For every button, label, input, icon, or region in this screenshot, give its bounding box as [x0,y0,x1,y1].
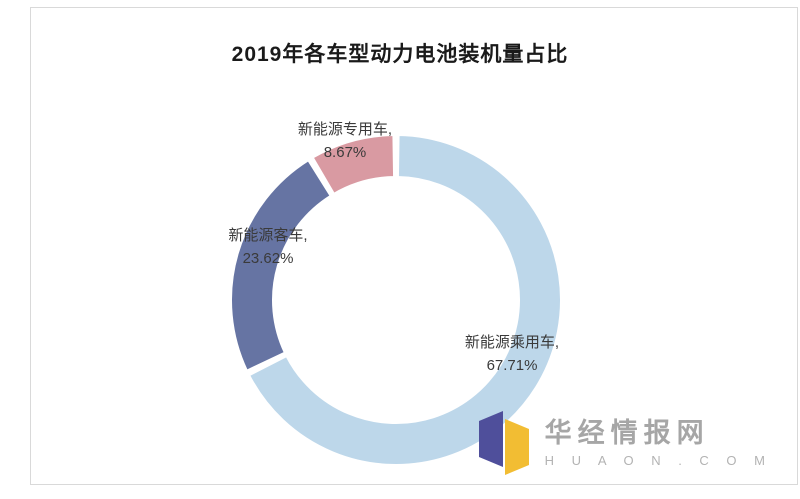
label-special-vehicle-name: 新能源专用车, [297,121,393,138]
label-bus-name: 新能源客车, [228,227,308,244]
pie-segment-新能源客车 [230,158,332,372]
label-bus: 新能源客车, 23.62% [178,224,358,270]
label-special-vehicle: 新能源专用车, 8.67% [255,118,435,164]
label-passenger-vehicle-name: 新能源乘用车, [464,334,560,351]
label-bus-pct: 23.62% [242,250,294,267]
brand-domain: H U A O N . C O M [544,453,772,468]
label-passenger-vehicle: 新能源乘用车, 67.71% [422,331,602,377]
label-special-vehicle-pct: 8.67% [323,144,367,161]
pie-segment-新能源专用车 [311,134,396,196]
pie-segment-新能源乘用车 [247,134,562,466]
chart-title: 2019年各车型动力电池装机量占比 [231,43,569,66]
brand-name: 华经情报网 [544,418,710,448]
label-passenger-vehicle-pct: 67.71% [486,357,538,374]
brand-logo-icon [478,411,529,475]
chart-border-frame [30,7,798,485]
watermark: 华经情报网 H U A O N . C O M [475,409,772,477]
